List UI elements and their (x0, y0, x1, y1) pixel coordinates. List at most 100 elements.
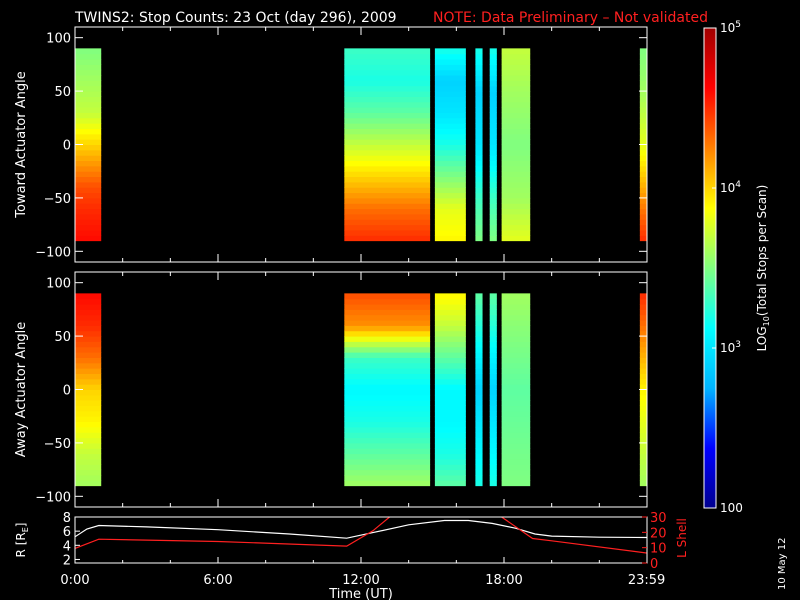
toward-heatmap-cell (344, 235, 431, 242)
toward-heatmap-cell (434, 219, 466, 226)
away-heatmap-cell (434, 453, 466, 460)
away-heatmap-cell (639, 421, 647, 428)
toward-heatmap-cell (75, 91, 102, 97)
away-heatmap-cell (434, 442, 466, 449)
toward-heatmap-cell (639, 192, 647, 199)
toward-heatmap-cell (501, 197, 531, 204)
toward-heatmap-cell (639, 112, 647, 119)
toward-heatmap-cell (475, 197, 483, 204)
toward-heatmap-cell (75, 128, 102, 135)
toward-heatmap-cell (639, 69, 647, 76)
toward-heatmap-cell (75, 59, 102, 65)
toward-heatmap-cell (501, 75, 531, 81)
toward-heatmap-cell (75, 75, 102, 81)
toward-heatmap-cell (475, 235, 483, 242)
side-date-label: 10 May 12 (777, 538, 788, 590)
toward-heatmap-cell (639, 53, 647, 60)
away-heatmap-cell (344, 389, 431, 396)
toward-heatmap-cell (489, 165, 497, 172)
away-heatmap-cell (434, 469, 466, 476)
orbit-ytick-label: 8 (63, 511, 71, 526)
toward-heatmap-block (475, 48, 483, 242)
away-heatmap-cell (75, 314, 102, 321)
toward-heatmap-cell (434, 144, 466, 151)
away-heatmap-cell (501, 362, 531, 369)
toward-heatmap-cell (344, 181, 431, 188)
orbit-ytick-label: 2 (63, 553, 71, 568)
away-heatmap-cell (501, 421, 531, 428)
away-heatmap-cell (475, 293, 483, 300)
away-heatmap-cell (489, 346, 497, 353)
away-heatmap-cell (344, 362, 431, 369)
toward-heatmap-cell (501, 235, 531, 242)
toward-heatmap-cell (434, 149, 466, 156)
toward-heatmap-cell (639, 224, 647, 231)
toward-heatmap-cell (344, 155, 431, 162)
away-heatmap-cell (75, 320, 102, 326)
away-heatmap-cell (489, 480, 497, 487)
toward-heatmap-cell (344, 224, 431, 231)
toward-heatmap-cell (434, 229, 466, 236)
away-heatmap-cell (75, 378, 102, 385)
away-heatmap-cell (489, 314, 497, 321)
lshell-ytick-label: 0 (650, 557, 658, 572)
away-heatmap-cell (75, 432, 102, 439)
away-heatmap-cell (639, 453, 647, 460)
away-heatmap-cell (489, 330, 497, 337)
toward-heatmap-cell (75, 181, 102, 188)
away-heatmap-cell (501, 373, 531, 380)
toward-heatmap-cell (639, 160, 647, 167)
toward-heatmap-cell (75, 192, 102, 199)
away-heatmap-cell (475, 464, 483, 471)
toward-heatmap-cell (489, 53, 497, 60)
toward-heatmap-cell (639, 85, 647, 92)
away-heatmap-cell (475, 357, 483, 364)
toward-heatmap-cell (475, 144, 483, 151)
toward-heatmap-cell (489, 235, 497, 242)
away-heatmap-cell (475, 394, 483, 401)
orbit-ylabel: R [RE] (14, 523, 30, 558)
away-heatmap-cell (75, 469, 102, 476)
toward-heatmap-cell (639, 139, 647, 145)
toward-heatmap-cell (434, 208, 466, 215)
away-ytick-label: 0 (63, 384, 71, 399)
away-heatmap-cell (501, 464, 531, 471)
away-heatmap-cell (475, 304, 483, 310)
away-heatmap-cell (501, 378, 531, 385)
toward-heatmap-cell (501, 203, 531, 210)
away-heatmap-cell (75, 357, 102, 364)
colorbar-label: LOG10(Total Stops per Scan) (755, 185, 771, 352)
toward-heatmap-cell (75, 139, 102, 145)
toward-heatmap-cell (75, 112, 102, 119)
colorbar-gradient (703, 27, 717, 509)
away-heatmap-cell (434, 341, 466, 348)
toward-heatmap-cell (434, 171, 466, 178)
away-heatmap-cell (501, 474, 531, 481)
away-heatmap-cell (501, 458, 531, 465)
away-heatmap-cell (489, 432, 497, 439)
away-heatmap-cell (434, 437, 466, 444)
toward-heatmap-cell (489, 192, 497, 199)
toward-heatmap-cell (639, 101, 647, 108)
toward-heatmap-cell (344, 176, 431, 183)
toward-heatmap-cell (639, 128, 647, 135)
toward-ytick-label: 0 (63, 139, 71, 154)
away-heatmap-cell (475, 421, 483, 428)
toward-heatmap-cell (475, 208, 483, 215)
away-heatmap-cell (489, 325, 497, 332)
toward-heatmap-cell (344, 229, 431, 236)
colorbar-label-log: LOG (755, 326, 769, 351)
toward-heatmap-block (75, 48, 102, 242)
toward-heatmap-cell (501, 208, 531, 215)
away-heatmap-cell (75, 474, 102, 481)
away-heatmap-cell (489, 373, 497, 380)
away-heatmap-cell (489, 469, 497, 476)
toward-heatmap-cell (475, 149, 483, 156)
toward-heatmap-cell (75, 117, 102, 124)
away-heatmap-cell (475, 309, 483, 316)
away-heatmap-cell (434, 384, 466, 390)
toward-heatmap-cell (489, 139, 497, 145)
away-heatmap-cell (434, 394, 466, 401)
toward-ytick-label: −100 (35, 245, 71, 260)
away-heatmap-cell (501, 432, 531, 439)
